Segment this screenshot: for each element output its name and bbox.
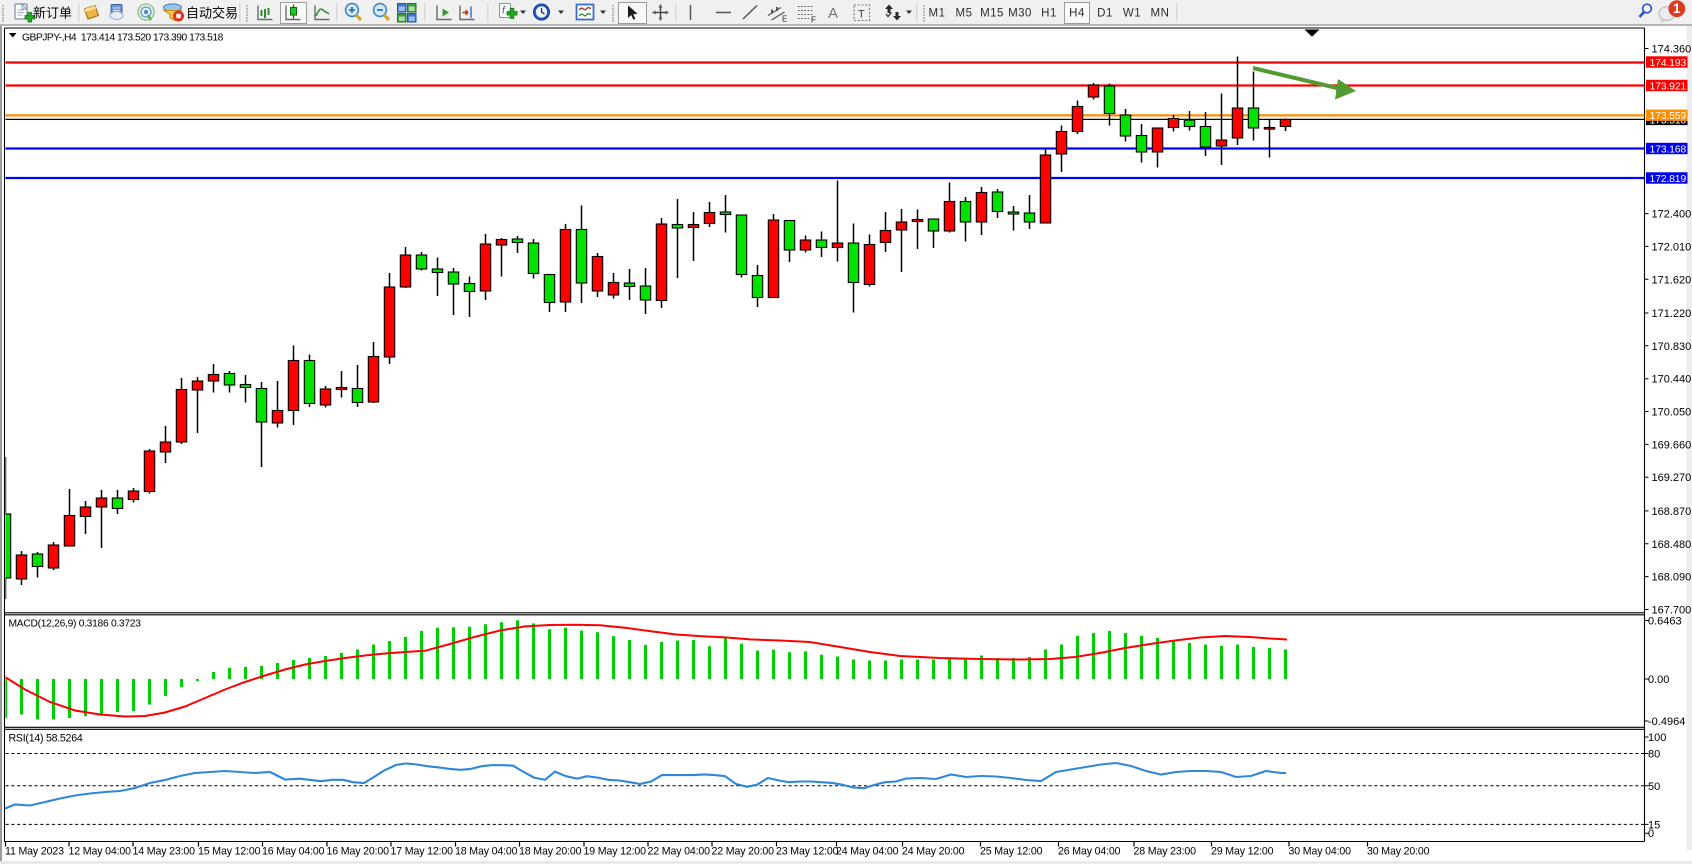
svg-text:168.870: 168.870 xyxy=(1652,506,1692,518)
svg-text:12 May 04:00: 12 May 04:00 xyxy=(69,846,132,858)
svg-text:50: 50 xyxy=(1648,781,1660,793)
svg-text:M15: M15 xyxy=(980,8,1004,20)
svg-text:H4: H4 xyxy=(1069,8,1085,20)
svg-text:167.700: 167.700 xyxy=(1652,605,1692,617)
svg-text:W1: W1 xyxy=(1123,8,1141,20)
svg-text:28 May 23:00: 28 May 23:00 xyxy=(1134,846,1197,858)
svg-text:172.010: 172.010 xyxy=(1652,241,1692,253)
svg-text:80: 80 xyxy=(1648,749,1660,761)
svg-text:170.440: 170.440 xyxy=(1652,374,1692,386)
svg-text:170.050: 170.050 xyxy=(1652,407,1692,419)
svg-text:174.360: 174.360 xyxy=(1652,44,1692,56)
svg-text:22 May 04:00: 22 May 04:00 xyxy=(648,846,711,858)
svg-text:30 May 20:00: 30 May 20:00 xyxy=(1367,846,1430,858)
svg-text:173.559: 173.559 xyxy=(1650,110,1687,122)
svg-text:F: F xyxy=(811,16,816,25)
svg-text:GBPJPY-,H4 173.414 173.520 17: GBPJPY-,H4 173.414 173.520 173.390 173.5… xyxy=(22,32,224,43)
svg-text:18 May 04:00: 18 May 04:00 xyxy=(455,846,518,858)
svg-text:MACD(12,26,9) 0.3186 0.3723: MACD(12,26,9) 0.3186 0.3723 xyxy=(9,618,142,629)
svg-text:29 May 12:00: 29 May 12:00 xyxy=(1211,846,1274,858)
svg-text:24 May 04:00: 24 May 04:00 xyxy=(836,846,899,858)
svg-text:17 May 12:00: 17 May 12:00 xyxy=(391,846,454,858)
svg-text:15 May 12:00: 15 May 12:00 xyxy=(198,846,261,858)
svg-text:M30: M30 xyxy=(1008,8,1032,20)
svg-text:H1: H1 xyxy=(1041,8,1057,20)
svg-text:169.270: 169.270 xyxy=(1652,472,1692,484)
svg-text:169.660: 169.660 xyxy=(1652,439,1692,451)
svg-text:MN: MN xyxy=(1151,8,1170,20)
svg-text:14 May 23:00: 14 May 23:00 xyxy=(133,846,196,858)
svg-text:25 May 12:00: 25 May 12:00 xyxy=(980,846,1043,858)
svg-text:16 May 20:00: 16 May 20:00 xyxy=(327,846,390,858)
svg-text:19 May 12:00: 19 May 12:00 xyxy=(584,846,647,858)
svg-text:24 May 20:00: 24 May 20:00 xyxy=(902,846,965,858)
svg-text:11 May 2023: 11 May 2023 xyxy=(5,846,64,858)
svg-text:16 May 04:00: 16 May 04:00 xyxy=(262,846,325,858)
svg-text:0.00: 0.00 xyxy=(1648,674,1669,686)
svg-text:D1: D1 xyxy=(1097,8,1113,20)
svg-text:26 May 04:00: 26 May 04:00 xyxy=(1058,846,1121,858)
svg-text:1: 1 xyxy=(1673,1,1681,16)
svg-text:173.921: 173.921 xyxy=(1650,81,1687,93)
svg-text:18 May 20:00: 18 May 20:00 xyxy=(519,846,582,858)
svg-text:170.830: 170.830 xyxy=(1652,341,1692,353)
svg-text:自动交易: 自动交易 xyxy=(186,6,238,21)
svg-text:172.819: 172.819 xyxy=(1650,173,1687,185)
svg-text:172.400: 172.400 xyxy=(1652,209,1692,221)
svg-text:174.193: 174.193 xyxy=(1650,57,1687,69)
svg-text:100: 100 xyxy=(1648,732,1666,744)
svg-text:RSI(14) 58.5264: RSI(14) 58.5264 xyxy=(9,732,83,744)
svg-text:171.220: 171.220 xyxy=(1652,308,1692,320)
svg-text:新订单: 新订单 xyxy=(33,6,72,21)
svg-text:M5: M5 xyxy=(956,8,973,20)
svg-text:-0.4964: -0.4964 xyxy=(1648,716,1685,728)
svg-text:171.620: 171.620 xyxy=(1652,274,1692,286)
svg-text:15: 15 xyxy=(1648,819,1660,831)
svg-text:0.6463: 0.6463 xyxy=(1648,616,1682,628)
svg-text:30 May 04:00: 30 May 04:00 xyxy=(1289,846,1352,858)
svg-text:0: 0 xyxy=(1648,828,1654,840)
svg-text:168.480: 168.480 xyxy=(1652,539,1692,551)
svg-text:A: A xyxy=(828,5,838,22)
svg-text:22 May 20:00: 22 May 20:00 xyxy=(712,846,775,858)
svg-text:173.168: 173.168 xyxy=(1650,144,1687,156)
svg-text:M1: M1 xyxy=(929,8,946,20)
svg-text:E: E xyxy=(782,15,787,24)
svg-text:23 May 12:00: 23 May 12:00 xyxy=(776,846,839,858)
svg-text:f: f xyxy=(502,6,506,17)
svg-text:T: T xyxy=(858,9,865,21)
svg-text:168.090: 168.090 xyxy=(1652,572,1692,584)
